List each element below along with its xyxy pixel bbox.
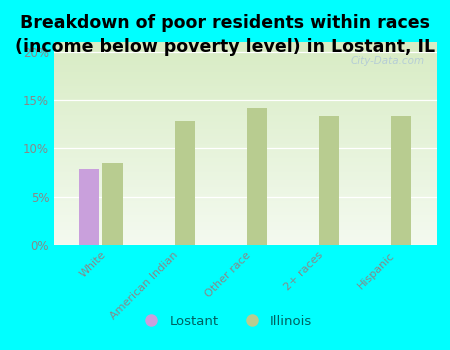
Legend: Lostant, Illinois: Lostant, Illinois — [132, 309, 318, 333]
Bar — [79, 169, 99, 245]
Text: City-Data.com: City-Data.com — [351, 56, 425, 66]
Bar — [319, 117, 339, 245]
Bar — [175, 121, 195, 245]
Bar — [247, 108, 267, 245]
Bar — [391, 117, 411, 245]
Text: Breakdown of poor residents within races
(income below poverty level) in Lostant: Breakdown of poor residents within races… — [15, 14, 435, 56]
Bar — [102, 163, 122, 245]
